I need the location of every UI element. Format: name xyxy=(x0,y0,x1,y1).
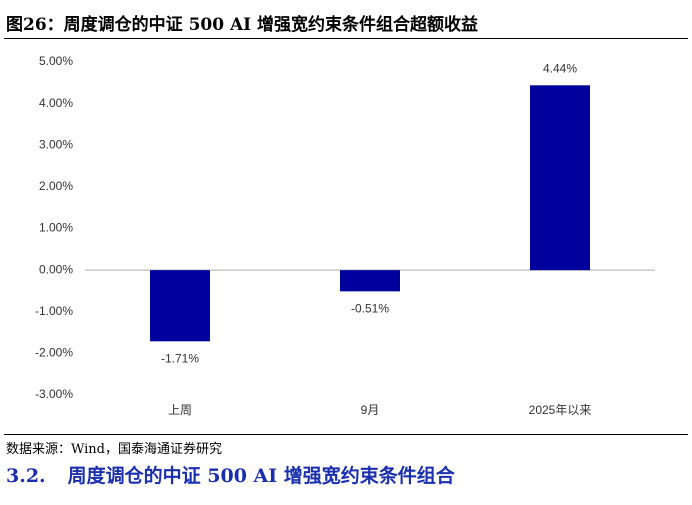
y-tick-label: -2.00% xyxy=(35,346,73,360)
rule xyxy=(4,434,688,435)
chart: -3.00% -2.00% -1.00% 0.00% 1.00% 2.00% 3.00% 4.… xyxy=(35,54,655,417)
section-heading: 3.2. 周度调仓的中证 500 AI 增强宽约束条件组合 xyxy=(6,461,477,488)
figure-title: 图26：周度调仓的中证 500 AI 增强宽约束条件组合超额收益 xyxy=(6,15,479,35)
rule xyxy=(4,38,688,39)
bar xyxy=(340,270,400,292)
data-label: -1.71% xyxy=(161,351,199,365)
y-tick-label: 0.00% xyxy=(39,262,73,276)
y-tick-label: 1.00% xyxy=(39,221,73,235)
source-note: 数据来源：Wind，国泰海通证券研究 xyxy=(6,442,222,457)
data-label: 4.44% xyxy=(543,61,577,75)
data-label: -0.51% xyxy=(351,302,389,316)
section-number: 3.2. xyxy=(6,465,46,487)
bar xyxy=(530,85,590,271)
section-title: 周度调仓的中证 500 AI 增强宽约束条件组合 xyxy=(67,465,455,487)
y-tick-label: 4.00% xyxy=(39,96,73,110)
x-tick-label: 上周 xyxy=(168,403,192,417)
x-tick-label: 9月 xyxy=(361,403,380,417)
x-tick-label: 2025年以来 xyxy=(529,403,592,417)
y-tick-label: 3.00% xyxy=(39,137,73,151)
bar xyxy=(150,270,210,342)
y-tick-label: -3.00% xyxy=(35,387,73,401)
y-tick-label: 2.00% xyxy=(39,179,73,193)
y-tick-label: -1.00% xyxy=(35,304,73,318)
y-tick-label: 5.00% xyxy=(39,54,73,68)
